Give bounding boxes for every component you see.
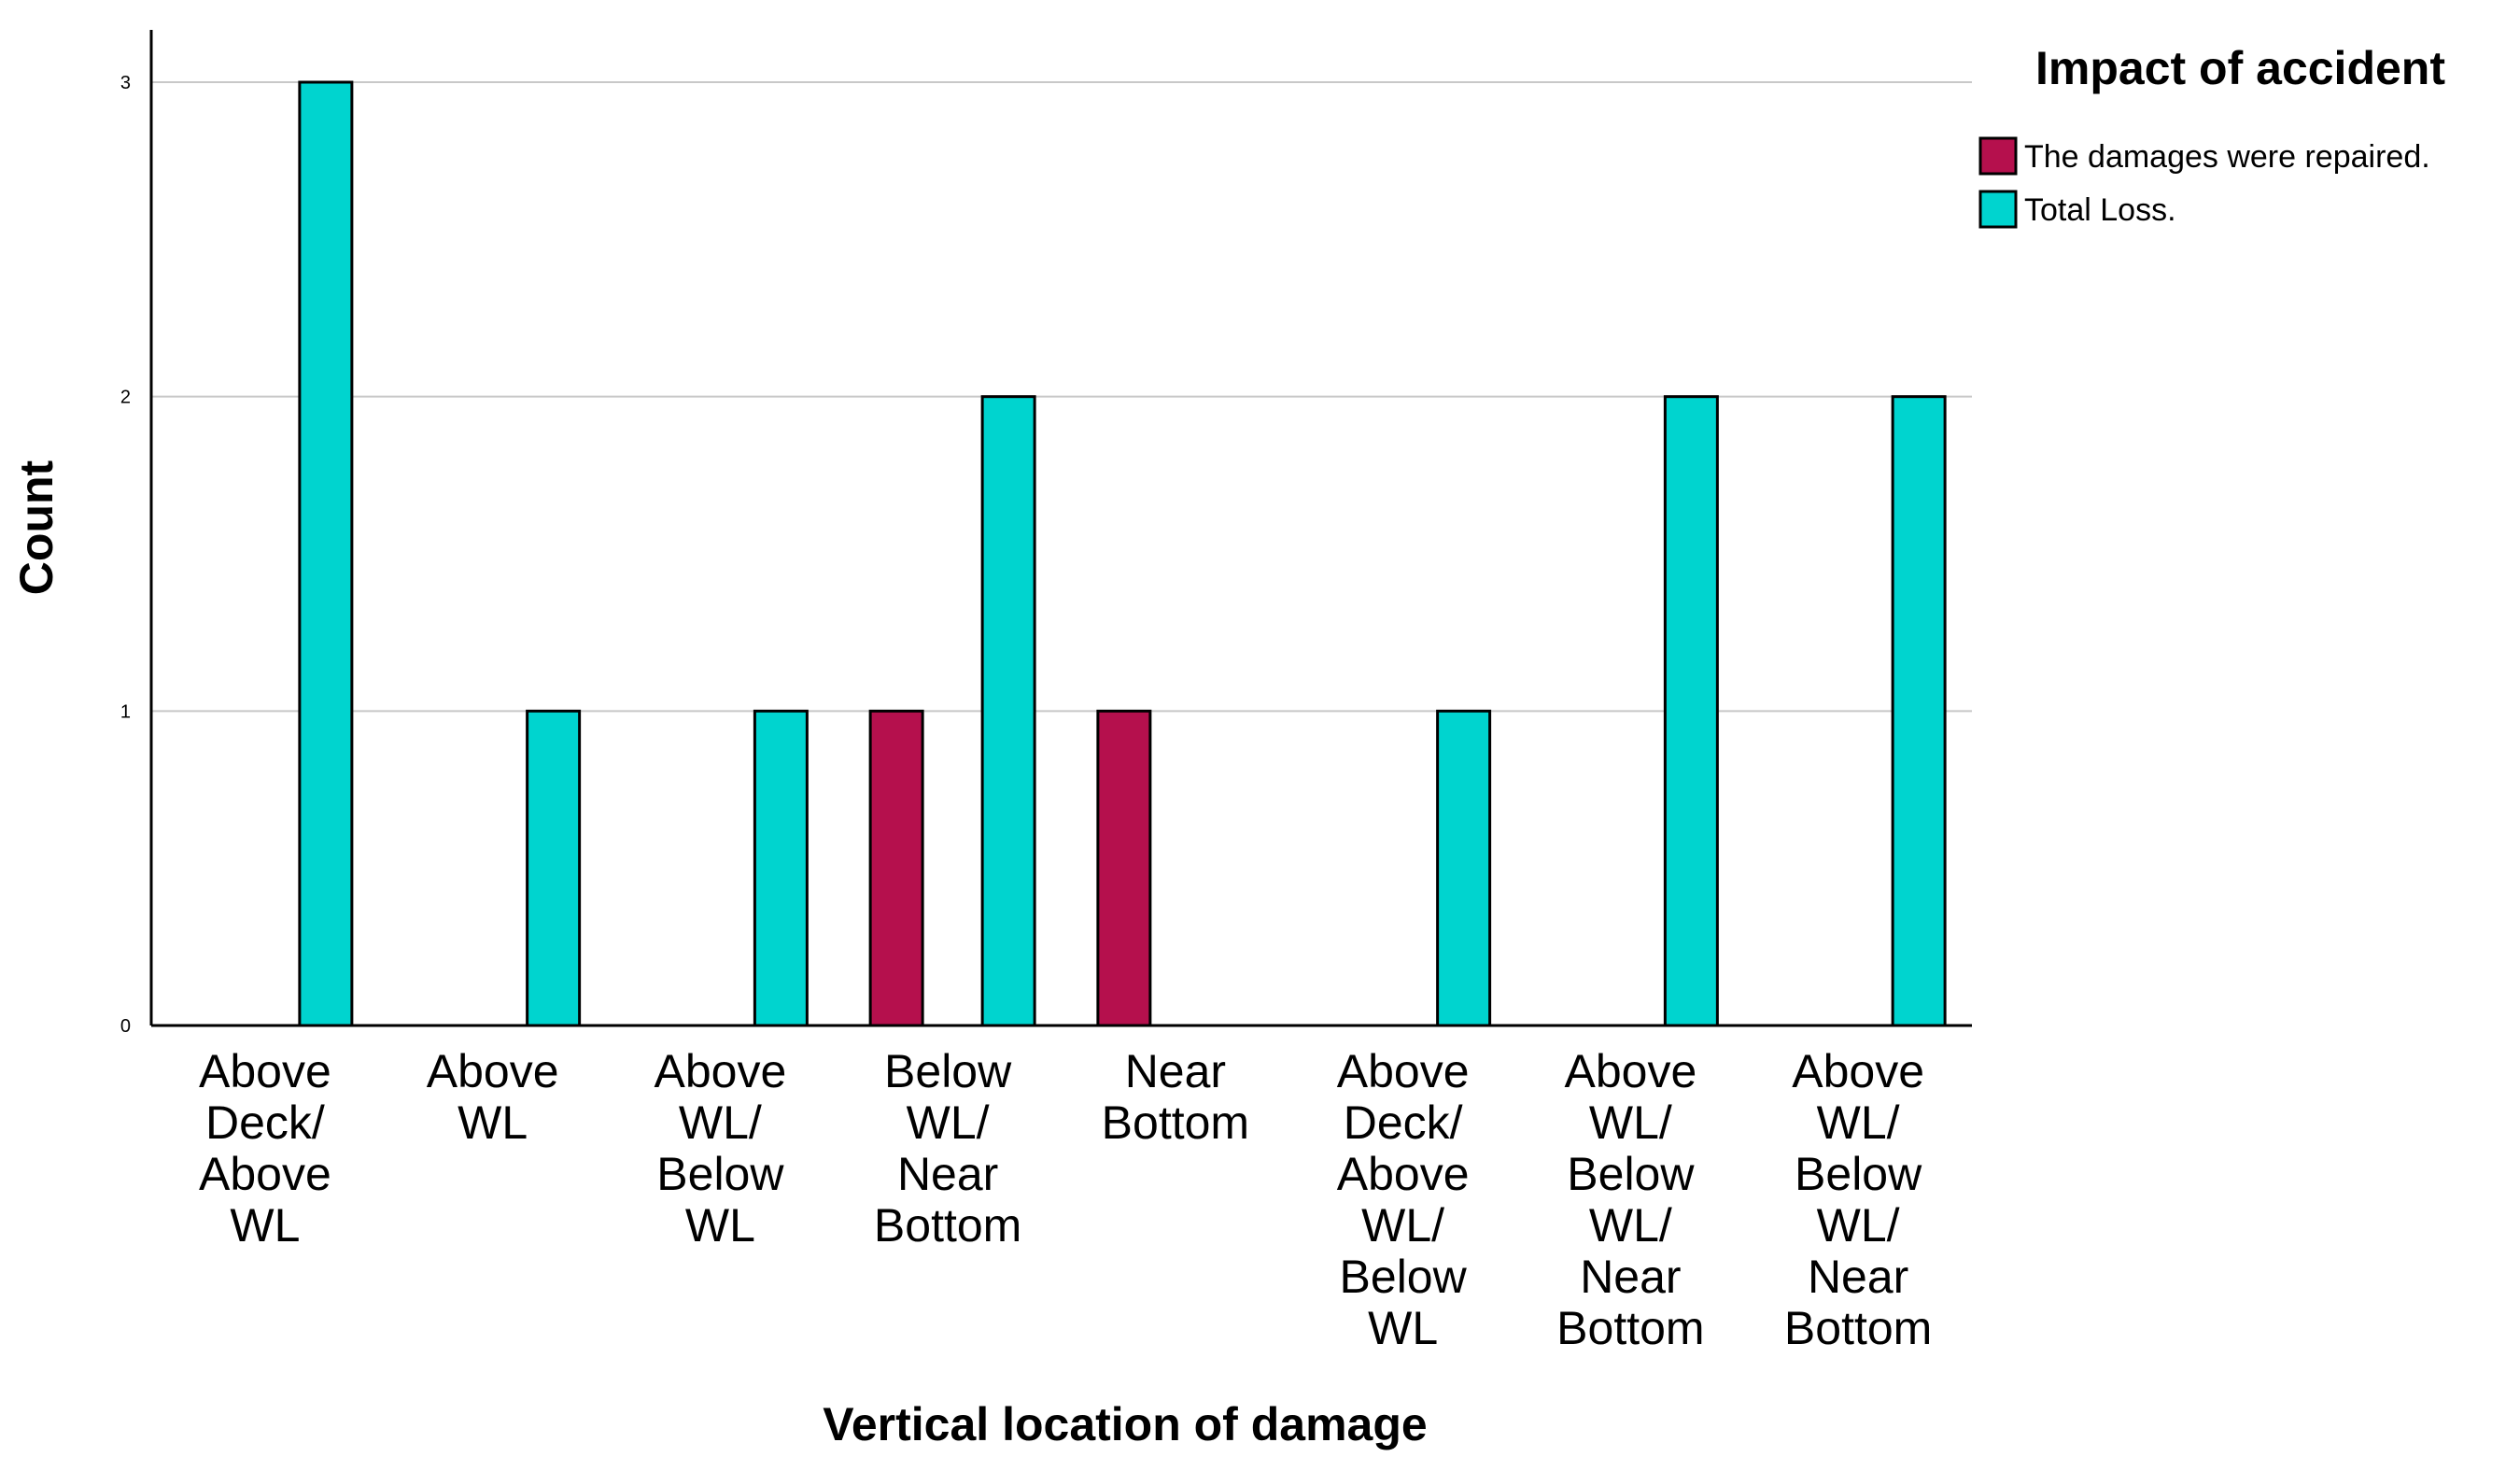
x-tick-label: Below WL/Near Bottom: [874, 1045, 1021, 1252]
legend-label: Total Loss.: [2024, 192, 2176, 228]
x-tick-label-line: WL/: [907, 1096, 990, 1149]
x-tick-label-line: Below: [1795, 1148, 1922, 1200]
x-tick-label-line: WL: [458, 1096, 528, 1149]
x-tick-label-line: Bottom: [1784, 1302, 1932, 1354]
bar: [980, 395, 1036, 1027]
legend-swatch: [1978, 136, 2018, 176]
legend-title: Impact of accident: [2035, 42, 2445, 94]
y-axis-title: Count: [10, 460, 63, 595]
x-tick-label-line: Bottom: [1556, 1302, 1704, 1354]
x-tick-label: Above WL: [427, 1045, 559, 1149]
x-tick-label-line: WL: [685, 1199, 755, 1252]
x-tick-label-line: Above: [427, 1045, 559, 1097]
x-tick-label-line: WL/: [1589, 1096, 1672, 1149]
x-tick-label-line: Below: [1340, 1251, 1468, 1303]
bar: [753, 709, 809, 1027]
legend-swatch: [1978, 190, 2018, 229]
x-tick-label-line: Below: [1567, 1148, 1695, 1200]
bar: [1891, 395, 1947, 1027]
x-axis-title: Vertical location of damage: [823, 1398, 1427, 1450]
bar: [1663, 395, 1719, 1027]
x-tick-label-line: Bottom: [874, 1199, 1021, 1252]
x-tick-label-line: WL/: [679, 1096, 762, 1149]
y-tick-label: 1: [120, 701, 131, 722]
x-tick-label-line: Above: [654, 1045, 786, 1097]
x-tick-label-line: WL/: [1817, 1096, 1900, 1149]
bar: [298, 80, 354, 1027]
x-tick-label-line: Deck/: [1344, 1096, 1463, 1149]
x-tick-label-line: Above: [1792, 1045, 1924, 1097]
x-tick-label-line: Bottom: [1102, 1096, 1249, 1149]
x-tick-label-line: Above: [1337, 1148, 1470, 1200]
y-tick-label: 3: [120, 73, 131, 93]
x-tick-label-line: Below: [656, 1148, 784, 1200]
axes: [149, 30, 1972, 1027]
x-tick-label-line: Near: [897, 1148, 998, 1200]
x-tick-label: Above Deck/Above WL: [199, 1045, 331, 1252]
x-tick-label: Above WL/Below WL: [654, 1045, 786, 1252]
x-tick-label-line: WL/: [1589, 1199, 1672, 1252]
x-tick-label: Above Deck/Above WL/Below WL: [1337, 1045, 1470, 1354]
bars: [298, 80, 1947, 1027]
x-tick-label-line: WL/: [1361, 1199, 1444, 1252]
x-tick-label-line: WL: [230, 1199, 300, 1252]
bar: [1436, 709, 1492, 1027]
x-tick-label-line: Above: [1564, 1045, 1696, 1097]
x-tick-label-line: Near: [1808, 1251, 1908, 1303]
x-tick-label: Above WL/Below WL/Near Bottom: [1556, 1045, 1704, 1354]
y-tick-labels: 0 1 2 3: [120, 73, 131, 1037]
x-tick-label-line: WL/: [1817, 1199, 1900, 1252]
legend: Impact of accident The damages were repa…: [1978, 42, 2445, 229]
x-tick-label: Above WL/Below WL/Near Bottom: [1784, 1045, 1932, 1354]
x-tick-label-line: Above: [199, 1045, 331, 1097]
legend-label: The damages were repaired.: [2024, 139, 2430, 175]
bar: [868, 709, 924, 1027]
x-tick-label-line: Near: [1580, 1251, 1681, 1303]
bar: [1096, 709, 1152, 1027]
y-tick-label: 2: [120, 388, 131, 408]
x-tick-label-line: WL: [1368, 1302, 1438, 1354]
x-tick-label: Near Bottom: [1102, 1045, 1249, 1149]
x-tick-label-line: Below: [884, 1045, 1012, 1097]
x-tick-label-line: Deck/: [205, 1096, 325, 1149]
x-tick-label-line: Above: [199, 1148, 331, 1200]
x-tick-label-line: Near: [1125, 1045, 1226, 1097]
y-tick-label: 0: [120, 1016, 131, 1037]
bar: [526, 709, 582, 1027]
x-tick-label-line: Above: [1337, 1045, 1470, 1097]
